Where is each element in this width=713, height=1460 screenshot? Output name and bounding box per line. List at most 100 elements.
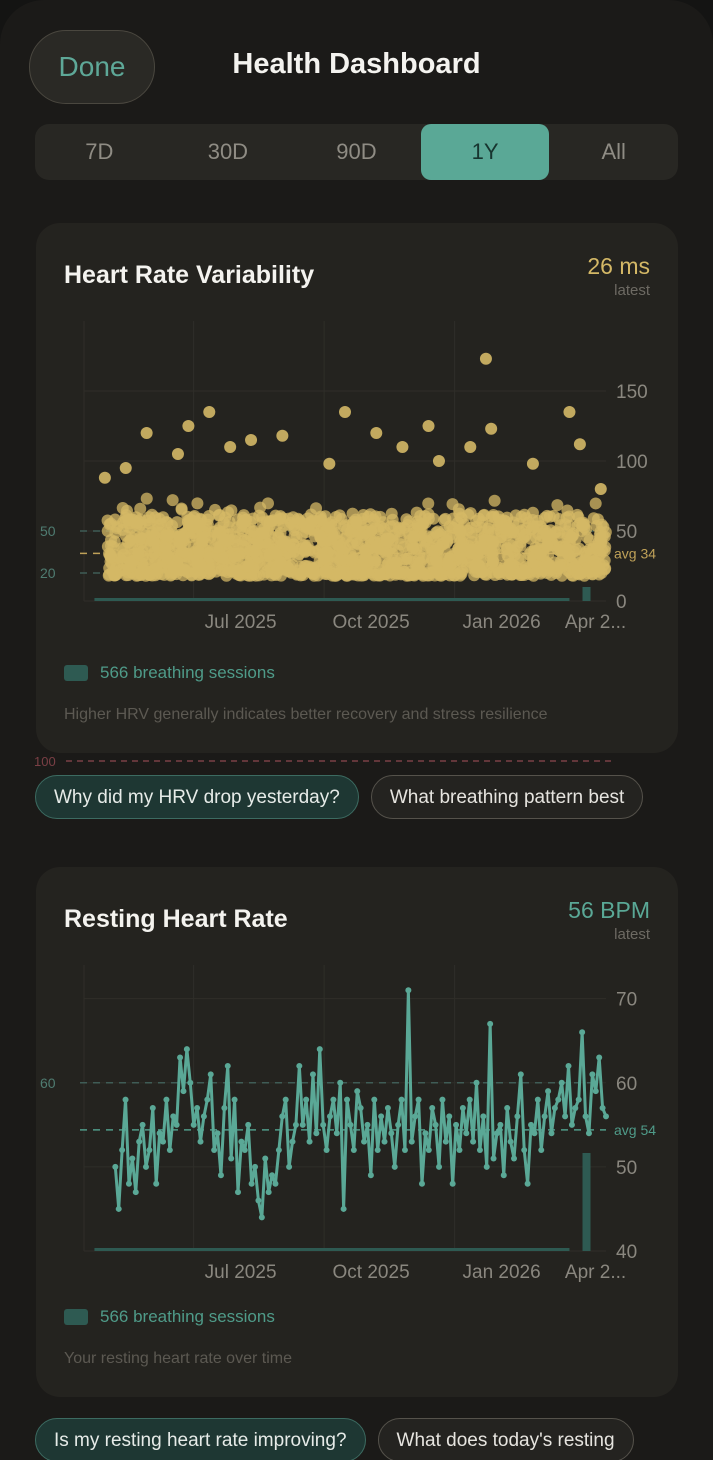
average-label: avg 34 — [614, 545, 656, 561]
hrv-point — [487, 555, 500, 568]
hrv-point — [486, 537, 499, 550]
hrv-point — [408, 569, 421, 582]
rhr-point — [224, 1062, 231, 1069]
rhr-point — [136, 1138, 143, 1145]
hrv-point — [315, 541, 328, 554]
rhr-legend: 566 breathing sessions — [64, 1307, 275, 1327]
hrv-point — [417, 569, 430, 582]
rhr-point — [248, 1180, 255, 1187]
range-tab-all[interactable]: All — [601, 139, 626, 164]
range-tab-30d[interactable]: 30D — [207, 139, 249, 164]
rhr-point — [258, 1214, 265, 1221]
hrv-point — [247, 525, 260, 538]
rhr-point — [146, 1147, 153, 1154]
rhr-point — [401, 1147, 408, 1154]
rhr-point — [354, 1088, 361, 1095]
hrv-point — [314, 529, 327, 542]
rhr-point — [538, 1147, 545, 1154]
rhr-point — [473, 1079, 480, 1086]
hrv-point — [310, 502, 323, 515]
rhr-point — [408, 1138, 415, 1145]
hrv-point — [499, 522, 512, 535]
rhr-point — [405, 987, 412, 994]
hrv-point — [319, 565, 332, 578]
y-tick-label: 0 — [616, 592, 627, 613]
hrv-point — [274, 556, 287, 569]
hrv-point — [480, 568, 493, 581]
rhr-point — [299, 1121, 306, 1128]
rhr-point — [429, 1105, 436, 1111]
hrv-point — [493, 566, 506, 579]
hrv-point — [125, 555, 138, 568]
rhr-point — [517, 1071, 524, 1078]
hrv-point — [475, 543, 488, 556]
hrv-point — [224, 441, 237, 453]
done-button[interactable]: Done — [29, 30, 155, 104]
x-tick-label: Jul 2025 — [205, 1262, 277, 1283]
hrv-point — [192, 516, 205, 529]
hrv-point — [466, 543, 479, 556]
hrv-point — [428, 569, 441, 582]
rhr-point — [439, 1096, 446, 1103]
rhr-point — [350, 1147, 357, 1154]
rhr-point — [568, 1121, 575, 1128]
hrv-point — [119, 529, 132, 542]
rhr-point — [572, 1105, 579, 1111]
hrv-point — [571, 508, 584, 521]
hrv-point — [589, 497, 602, 510]
rhr-suggestion-chip[interactable]: Is my resting heart rate improving? — [35, 1418, 366, 1460]
hrv-point — [379, 546, 392, 559]
hrv-suggestion-chip[interactable]: What breathing pattern best — [370, 775, 644, 819]
hrv-point — [211, 541, 224, 554]
x-tick-label: Apr 2... — [565, 1262, 626, 1283]
hrv-point — [384, 520, 397, 533]
hrv-point — [445, 531, 458, 544]
hrv-point — [305, 523, 318, 536]
reference-left-label: 50 — [40, 523, 56, 539]
rhr-suggestion-chip[interactable]: What does today's resting — [377, 1418, 634, 1460]
rhr-point — [173, 1121, 180, 1128]
rhr-point — [231, 1096, 238, 1103]
range-tab-7d[interactable]: 7D — [85, 139, 114, 164]
rhr-point — [180, 1088, 187, 1095]
hrv-point — [452, 524, 465, 537]
rhr-point — [190, 1121, 197, 1128]
range-tab-1y[interactable]: 1Y — [420, 124, 550, 180]
rhr-point — [238, 1138, 245, 1145]
hrv-point — [103, 548, 116, 561]
hrv-point — [236, 525, 249, 538]
rhr-point — [228, 1155, 235, 1162]
rhr-point — [217, 1172, 224, 1179]
rhr-point — [582, 1113, 589, 1120]
hrv-point — [427, 512, 440, 525]
hrv-chart: 0 50 100 150 Jul 2025 Oct 2025 Jan 2026 Apr 2..… — [40, 321, 656, 633]
range-tab-90d[interactable]: 90D — [336, 139, 377, 164]
rhr-point — [575, 1096, 582, 1103]
hrv-latest: 26 ms latest — [587, 253, 650, 299]
rhr-point — [422, 1130, 429, 1137]
hrv-point — [454, 566, 467, 579]
rhr-point — [555, 1096, 562, 1103]
hrv-point — [288, 524, 301, 537]
y-tick-label: 150 — [616, 382, 648, 403]
hrv-point — [365, 524, 378, 537]
hrv-card: Heart Rate Variability 26 ms latest 0 50 1… — [36, 223, 678, 753]
rhr-point — [500, 1172, 507, 1179]
hrv-point — [166, 519, 179, 532]
rhr-point — [391, 1163, 398, 1170]
rhr-point — [384, 1105, 391, 1111]
rhr-point — [252, 1163, 259, 1170]
hrv-suggestion-chip[interactable]: Why did my HRV drop yesterday? — [35, 775, 359, 819]
rhr-point — [381, 1138, 388, 1145]
hrv-point — [191, 497, 204, 510]
rhr-point — [388, 1130, 395, 1137]
overflow-reference-label: 100 — [34, 754, 56, 769]
rhr-point — [132, 1189, 139, 1196]
rhr-point — [551, 1105, 558, 1111]
rhr-point — [504, 1105, 511, 1111]
hrv-point — [182, 518, 195, 531]
rhr-point — [470, 1138, 477, 1145]
hrv-point — [318, 552, 331, 565]
hrv-point — [541, 540, 554, 553]
rhr-point — [398, 1096, 405, 1103]
